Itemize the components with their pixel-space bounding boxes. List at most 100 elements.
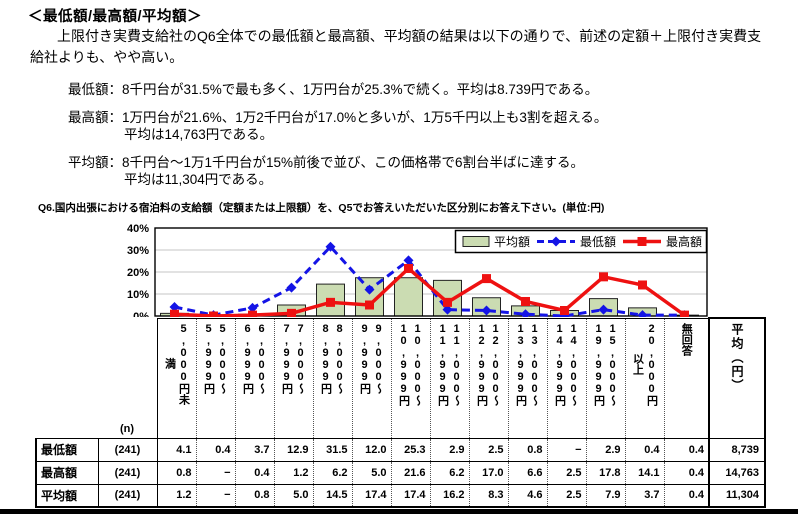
series-line — [174, 266, 686, 317]
corner-cell: (n) — [36, 318, 158, 439]
diamond-marker — [286, 282, 297, 293]
y-tick-label: 30% — [127, 245, 149, 257]
square-marker — [638, 280, 647, 290]
value-cell: 5.0 — [351, 460, 392, 485]
category-header: 6,000～ 6,999円 — [234, 317, 275, 439]
value-cell: 17.8 — [585, 460, 626, 485]
value-cell: 2.9 — [585, 437, 626, 462]
value-cell: 0.4 — [663, 483, 710, 508]
diamond-marker — [520, 309, 531, 317]
value-cell: 1.2 — [156, 483, 197, 508]
value-cell: 17.0 — [468, 460, 509, 485]
average-column-header: 平均（円） — [708, 317, 766, 439]
y-tick-label: 40% — [127, 223, 149, 235]
square-marker — [680, 310, 689, 317]
value-cell: 5.0 — [273, 483, 314, 508]
y-axis-labels: 0% 10% 20% 30% 40% — [127, 223, 149, 317]
category-header: 5,000円未 満 — [156, 317, 197, 439]
square-marker — [170, 309, 179, 317]
category-header: 10,000～ 10,999円 — [390, 317, 431, 439]
row-label: 平均額 — [35, 483, 99, 508]
square-marker — [521, 296, 530, 306]
square-marker — [248, 310, 257, 317]
value-cell: 0.4 — [663, 460, 710, 485]
category-header: 9,000～ 9,999円 — [351, 317, 392, 439]
value-cell: 2.5 — [468, 437, 509, 462]
y-tick-label: 20% — [127, 267, 149, 279]
diamond-marker — [481, 305, 492, 316]
table-row: 平均額 (241) 1.2−0.8 5.0 14.5 17.4 17.4 16.2 8.3 4.6… — [35, 483, 766, 508]
value-cell: 17.4 — [351, 483, 392, 508]
diamond-marker — [598, 304, 609, 315]
value-cell: 16.2 — [429, 483, 470, 508]
value-cell: 31.5 — [312, 437, 353, 462]
legend-label-maximum: 最高額 — [666, 234, 702, 249]
chart-title: Q6.国内出張における宿泊料の支給額（定額または上限額）を、Q5でお答えいただい… — [38, 202, 605, 214]
value-cell: 0.8 — [507, 437, 548, 462]
square-marker — [287, 308, 296, 317]
square-marker — [365, 300, 374, 310]
value-cell: 0.8 — [156, 460, 197, 485]
diamond-marker — [442, 304, 453, 315]
diamond-marker — [637, 310, 648, 317]
value-cell: 4.1 — [156, 437, 197, 462]
chart: 0% 10% 20% 30% 40% 平均額 最低額 最高額 — [127, 223, 708, 317]
value-cell: 8.3 — [468, 483, 509, 508]
value-cell: 0.4 — [234, 460, 275, 485]
table-row: 最高額 (241) 0.8−0.4 1.2 6.2 5.0 21.6 6.2 17.0 6.6 2.… — [35, 460, 766, 485]
line-series-maximum — [170, 263, 689, 317]
value-cell: − — [546, 437, 587, 462]
value-cell: 12.0 — [351, 437, 392, 462]
sample-size-cell: (241) — [97, 437, 158, 462]
value-cell: 0.8 — [234, 483, 275, 508]
chart-legend: 平均額 最低額 最高額 — [454, 229, 708, 254]
value-cell: 14.5 — [312, 483, 353, 508]
plot-border — [154, 227, 708, 317]
table-row: 最低額 (241) 4.1 0.4 3.7 12.9 31.5 12.0 25.3 2.9 2.5 0… — [35, 437, 766, 462]
square-marker — [404, 263, 413, 273]
value-cell: 0.4 — [663, 437, 710, 462]
sample-size-cell: (241) — [97, 460, 158, 485]
legend-bar-swatch — [462, 236, 490, 247]
bullet-minimum-line1: 最低額：8千円台が31.5%で最も多く、1万円台が25.3%で続く。平均は8.7… — [68, 82, 599, 97]
value-cell: 0.4 — [195, 437, 236, 462]
average-cell: 11,304 — [708, 483, 766, 508]
value-cell: 6.6 — [507, 460, 548, 485]
bar — [394, 277, 423, 317]
value-cell: 2.5 — [546, 483, 587, 508]
category-header: 8,000～ 8,999円 — [312, 317, 353, 439]
diamond-marker — [364, 284, 375, 295]
legend-label-minimum: 最低額 — [580, 235, 616, 249]
category-header: 7,000～ 7,999円 — [273, 317, 314, 439]
value-cell: 4.6 — [507, 483, 548, 508]
value-cell: 14.1 — [624, 460, 665, 485]
square-marker — [443, 297, 452, 307]
bullet-maximum-line1: 最高額：1万円台が21.6%、1万2千円台が17.0%と多いが、1万5千円以上も… — [68, 110, 608, 125]
square-marker — [560, 306, 569, 315]
bullet-maximum: 最高額：1万円台が21.6%、1万2千円台が17.0%と多いが、1万5千円以上も… — [68, 109, 778, 143]
bullet-average-line1: 平均額：8千円台～1万1千円台が15%前後で並び、この価格帯で6割台半ばに達する… — [68, 155, 585, 170]
average-cell: 14,763 — [708, 460, 766, 485]
category-header: 5,000～ 5,999円 — [195, 317, 236, 439]
legend-label-average: 平均額 — [494, 235, 530, 249]
value-cell: 25.3 — [390, 437, 431, 462]
category-header: 15,000～ 19,999円 — [585, 317, 626, 439]
value-cell: 21.6 — [390, 460, 431, 485]
value-cell: 7.9 — [585, 483, 626, 508]
category-header: 11,000～ 11,999円 — [429, 317, 470, 439]
bullet-average-line2: 平均は11,304円である。 — [124, 172, 273, 187]
square-marker — [209, 311, 218, 317]
summary-bullets: 最低額：8千円台が31.5%で最も多く、1万円台が25.3%で続く。平均は8.7… — [68, 81, 778, 199]
row-label: 最高額 — [35, 460, 99, 485]
row-label: 最低額 — [35, 437, 99, 462]
sample-size-cell: (241) — [97, 483, 158, 508]
value-cell: 6.2 — [429, 460, 470, 485]
value-cell: 2.5 — [546, 460, 587, 485]
y-tick-label: 0% — [133, 311, 149, 317]
value-cell: 17.4 — [390, 483, 431, 508]
square-marker — [326, 297, 335, 307]
value-cell: 6.2 — [312, 460, 353, 485]
value-cell: 3.7 — [234, 437, 275, 462]
bullet-maximum-line2: 平均は14,763円である。 — [124, 127, 274, 142]
